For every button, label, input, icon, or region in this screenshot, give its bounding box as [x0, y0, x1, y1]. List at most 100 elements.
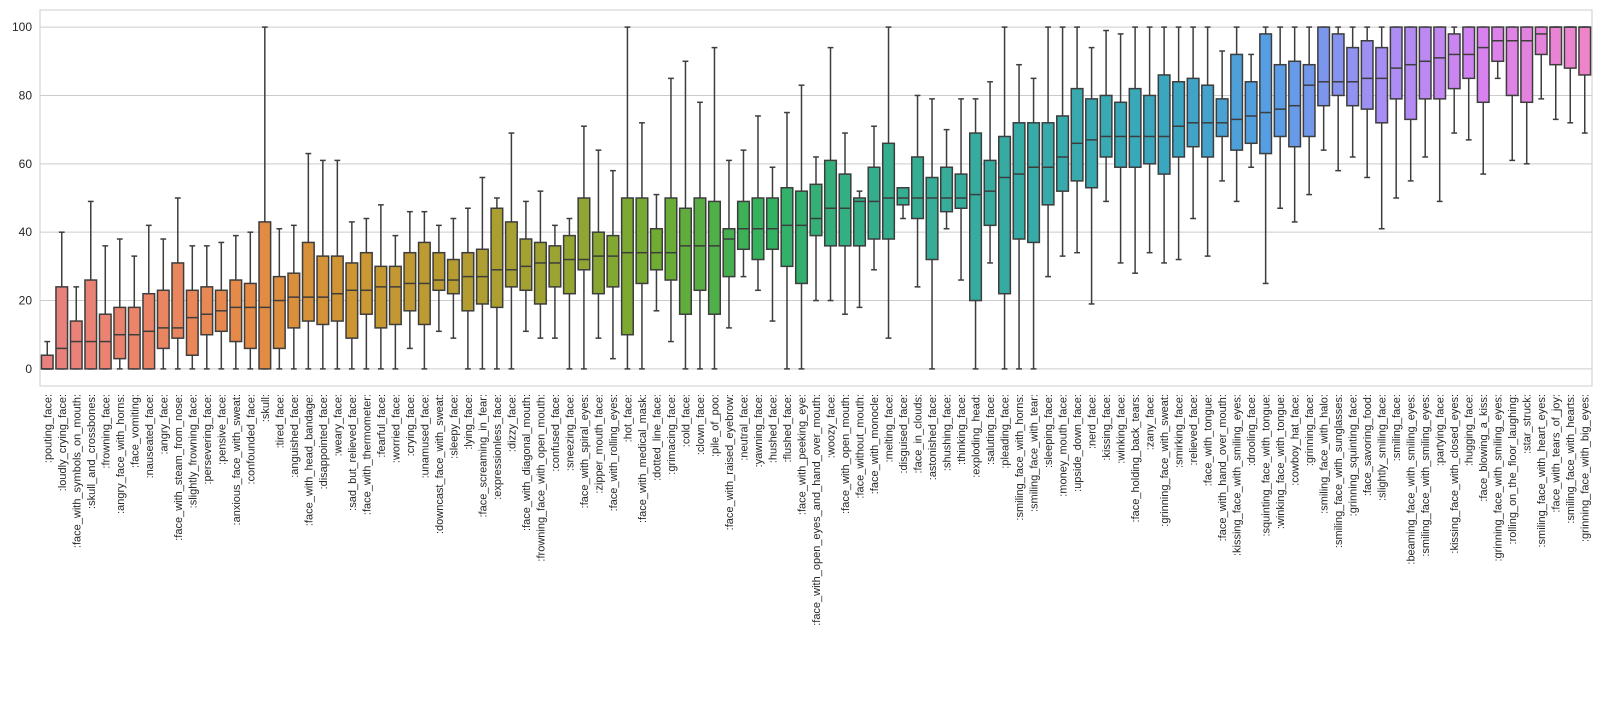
x-tick-label: :clown_face: — [695, 394, 707, 455]
box-60 — [910, 94, 925, 288]
x-tick-label: :winking_face: — [1116, 394, 1128, 464]
box-iqr — [664, 197, 678, 281]
box-34 — [533, 190, 547, 339]
x-tick-label: :face_with_tongue: — [1203, 394, 1215, 486]
box-iqr — [591, 231, 605, 295]
box-12 — [214, 241, 228, 370]
box-44 — [678, 60, 693, 370]
box-iqr — [432, 251, 446, 292]
box-iqr — [1360, 40, 1374, 110]
x-tick-label: :face_screaming_in_fear: — [477, 394, 489, 518]
x-tick-label: :face_with_open_mouth: — [840, 394, 852, 514]
box-iqr — [649, 228, 664, 271]
box-71 — [1070, 26, 1084, 254]
box-iqr — [1520, 26, 1534, 104]
box-62 — [939, 128, 954, 230]
box-94 — [1404, 26, 1418, 182]
x-tick-label: :confounded_face: — [245, 394, 257, 485]
box-iqr — [446, 258, 460, 295]
box-52 — [794, 84, 809, 370]
box-19 — [316, 159, 330, 370]
box-48 — [736, 149, 751, 278]
box-21 — [345, 221, 359, 370]
box-iqr — [1085, 98, 1099, 189]
box-iqr — [1041, 122, 1055, 206]
box-iqr — [388, 265, 402, 326]
x-tick-label: :cold_face: — [680, 394, 692, 447]
x-tick-label: :skull_and_crossbones: — [86, 394, 98, 509]
box-iqr — [838, 173, 852, 247]
box-59 — [896, 186, 910, 220]
x-tick-label: :angry_face: — [158, 394, 170, 455]
box-iqr — [896, 186, 910, 206]
box-58 — [881, 26, 896, 339]
box-41 — [635, 122, 649, 370]
box-iqr — [1505, 26, 1519, 97]
box-iqr — [1288, 60, 1302, 148]
box-26 — [417, 210, 431, 370]
x-tick-label: :confused_face: — [550, 394, 562, 472]
box-iqr — [722, 228, 736, 278]
box-65 — [983, 81, 997, 264]
box-iqr — [1549, 26, 1563, 66]
box-77 — [1157, 26, 1171, 264]
x-tick-label: :thinking_face: — [956, 394, 968, 465]
box-81 — [1215, 50, 1229, 182]
x-tick-label: :partying_face: — [1435, 394, 1447, 466]
x-tick-label: :drooling_face: — [1246, 394, 1258, 466]
box-iqr — [1331, 33, 1345, 97]
box-iqr — [577, 197, 591, 271]
box-iqr — [1186, 77, 1200, 148]
box-iqr — [1418, 26, 1432, 100]
x-tick-label: :face_with_head_bandage: — [303, 394, 315, 526]
box-28 — [446, 217, 460, 339]
box-36 — [562, 217, 576, 370]
box-iqr — [954, 173, 968, 210]
x-tick-labels: :pouting_face::loudly_crying_face::face_… — [42, 394, 1591, 626]
y-tick-label: 20 — [19, 294, 33, 308]
box-iqr — [1230, 53, 1244, 151]
x-tick-label: :nauseated_face: — [144, 394, 156, 478]
x-tick-label: :fearful_face: — [376, 394, 388, 458]
box-105 — [1563, 26, 1577, 124]
x-tick-label: :dotted_line_face: — [651, 394, 663, 481]
box-iqr — [156, 289, 170, 350]
box-15 — [258, 26, 272, 370]
box-iqr — [983, 159, 997, 227]
box-iqr — [1143, 94, 1157, 165]
box-iqr — [1273, 63, 1287, 138]
x-tick-label: :slightly_smiling_face: — [1377, 394, 1389, 501]
box-iqr — [359, 251, 373, 315]
x-tick-label: :anxious_face_with_sweat: — [231, 394, 243, 525]
box-20 — [330, 159, 344, 370]
box-iqr — [301, 241, 315, 322]
box-29 — [461, 207, 475, 370]
box-35 — [548, 224, 562, 339]
box-10 — [185, 245, 199, 370]
x-tick-label: :kissing_face_with_smiling_eyes: — [1232, 394, 1244, 556]
x-tick-label: :grinning_face_with_sweat: — [1159, 394, 1171, 527]
y-tick-label: 60 — [19, 157, 33, 171]
x-tick-label: :zany_face: — [1145, 394, 1157, 450]
x-tick-label: :grinning_squinting_face: — [1348, 394, 1360, 516]
box-iqr — [1534, 26, 1548, 56]
box-0 — [40, 340, 54, 370]
x-tick-label: :face_with_hand_over_mouth: — [1217, 394, 1229, 541]
box-iqr — [1099, 94, 1113, 158]
x-tick-label: :slightly_frowning_face: — [187, 394, 199, 508]
x-tick-label: :yawning_face: — [753, 394, 765, 467]
box-iqr — [1259, 33, 1273, 155]
x-tick-label: :smiling_face_with_horns: — [1014, 394, 1026, 521]
box-iqr — [765, 197, 780, 251]
box-iqr — [1476, 26, 1490, 104]
x-tick-label: :cowboy_hat_face: — [1290, 394, 1302, 486]
box-46 — [707, 46, 722, 370]
box-iqr — [330, 255, 344, 322]
box-70 — [1056, 26, 1070, 257]
box-84 — [1259, 26, 1273, 285]
box-33 — [519, 200, 533, 333]
box-42 — [649, 193, 664, 312]
x-tick-label: :money_mouth_face: — [1058, 394, 1070, 497]
box-iqr — [1375, 46, 1389, 124]
box-iqr — [1215, 98, 1229, 138]
